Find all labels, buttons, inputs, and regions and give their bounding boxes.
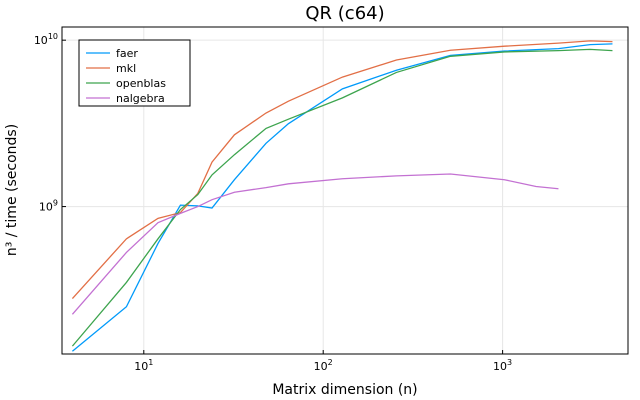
legend-label-openblas: openblas — [116, 77, 166, 90]
y-tick-base: 10 — [34, 34, 48, 47]
legend: faer mkl openblas nalgebra — [78, 39, 191, 107]
x-tick-exponent: 2 — [328, 358, 333, 367]
y-tick-exponent: 9 — [53, 199, 58, 208]
legend-label-nalgebra: nalgebra — [116, 92, 165, 105]
y-axis-label: n³ / time (seconds) — [4, 124, 20, 256]
x-tick-base: 10 — [134, 360, 148, 373]
y-tick-exponent: 10 — [48, 32, 58, 41]
x-tick-base: 10 — [314, 360, 328, 373]
y-tick-label: 109 — [39, 199, 58, 214]
legend-label-mkl: mkl — [116, 62, 136, 75]
y-tick-label: 1010 — [34, 32, 58, 47]
x-axis-label: Matrix dimension (n) — [272, 382, 417, 398]
series-line-mkl — [71, 40, 613, 299]
chart-title: QR (c64) — [305, 3, 384, 24]
series-line-nalgebra — [71, 173, 559, 315]
x-tick-base: 10 — [493, 360, 507, 373]
x-tick-label: 101 — [134, 358, 153, 373]
x-tick-exponent: 1 — [148, 358, 153, 367]
x-tick-label: 103 — [493, 358, 512, 373]
plot-frame — [61, 26, 629, 355]
legend-label-faer: faer — [116, 47, 138, 60]
legend-items: faer mkl openblas nalgebra — [86, 47, 166, 105]
series-line-openblas — [71, 48, 613, 347]
y-tick-base: 10 — [39, 201, 53, 214]
x-tick-exponent: 3 — [507, 358, 512, 367]
series-lines — [71, 40, 613, 352]
x-tick-label: 102 — [314, 358, 333, 373]
legend-box — [78, 39, 191, 107]
